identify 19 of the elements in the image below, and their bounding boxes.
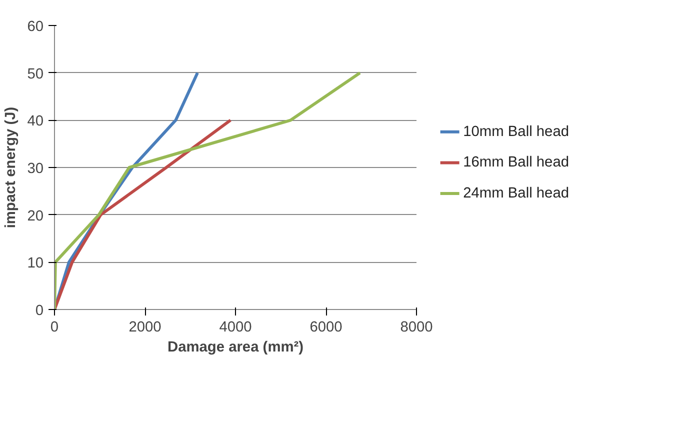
- line-series: [54, 71, 362, 310]
- x-tick-label: 4000: [219, 320, 252, 336]
- x-axis-title: Damage area (mm²): [167, 340, 304, 356]
- y-tick-label: 50: [27, 66, 44, 82]
- y-tick-label: 10: [27, 256, 44, 272]
- x-tick-label: 2000: [128, 320, 162, 336]
- y-tick-label: 60: [27, 19, 44, 35]
- x-tick-label: 0: [50, 320, 59, 336]
- x-tick-label: 8000: [400, 320, 433, 336]
- y-tick-label: 0: [35, 303, 44, 319]
- y-tick-label: 30: [27, 161, 44, 177]
- y-axis-title: impact energy (J): [3, 106, 20, 228]
- legend-label: 10mm Ball head: [463, 124, 570, 140]
- x-tick-label: 6000: [310, 320, 342, 336]
- y-tick-label: 40: [27, 114, 44, 130]
- legend-label: 24mm Ball head: [463, 186, 570, 202]
- y-tick-label: 20: [27, 208, 44, 224]
- line-series: [54, 118, 232, 310]
- legend-label: 16mm Ball head: [463, 154, 570, 171]
